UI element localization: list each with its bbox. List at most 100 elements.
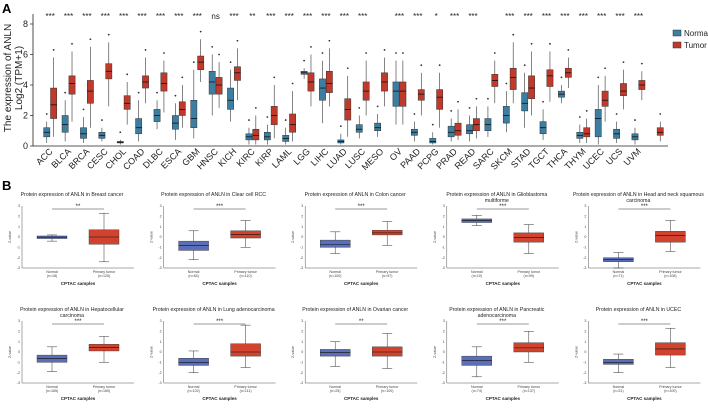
significance-label: *** xyxy=(523,12,532,21)
tumor-box xyxy=(513,342,544,353)
subplot-title: Protein expression of ANLN in Lung adeno… xyxy=(153,307,275,313)
significance-label: *** xyxy=(395,12,404,21)
normal-group-label: Normal xyxy=(471,385,483,389)
significance-label: *** xyxy=(229,12,238,21)
subplot-y-tick: -2 xyxy=(583,371,586,375)
y-tick-label: 2 xyxy=(23,111,28,121)
tumor-box xyxy=(655,231,686,243)
x-tick-label: COAD xyxy=(121,146,147,172)
subplot-y-tick: 1 xyxy=(443,340,445,344)
x-tick-label: KIRC xyxy=(235,146,258,169)
subplot-y-tick: 0 xyxy=(18,235,20,239)
subplot-y-tick: 0 xyxy=(301,235,303,239)
subplot: Protein expression of ANLN in Ovarian ca… xyxy=(291,307,418,401)
tumor-group-label: Primary tumor xyxy=(518,270,541,274)
tumor-box xyxy=(87,80,94,104)
significance-label: *** xyxy=(597,12,606,21)
significance-label: *** xyxy=(216,204,224,210)
normal-box xyxy=(374,122,382,131)
normal-group-label: Normal xyxy=(188,385,200,389)
normal-outlier xyxy=(82,108,85,111)
subplot-y-tick: -3 xyxy=(442,381,445,385)
significance-label: *** xyxy=(303,12,312,21)
subplot-y-tick: -3 xyxy=(300,381,303,385)
normal-group-label: Normal xyxy=(329,385,341,389)
subplot-title: Protein expression of ANLN in Ovarian ca… xyxy=(302,307,408,313)
tumor-outlier xyxy=(622,61,625,64)
tumor-group-label: Primary tumor xyxy=(518,385,541,389)
tumor-group-n: (n=137) xyxy=(523,389,536,393)
subplot-xlabel: CPTAC samples xyxy=(202,396,237,401)
subplot-title-line2: carcinoma xyxy=(60,313,84,319)
normal-box xyxy=(319,78,326,101)
tumor-group-label: Primary tumor xyxy=(659,270,682,274)
normal-outlier xyxy=(395,52,397,54)
y-tick-label: 0 xyxy=(23,141,28,151)
subplot-y-tick: 3 xyxy=(443,204,445,208)
tumor-group-label: Primary tumor xyxy=(376,270,399,274)
tumor-group-label: Primary tumor xyxy=(234,270,257,274)
y-tick-label: 4 xyxy=(23,80,28,90)
significance-label: ** xyxy=(249,12,255,21)
subplot-y-tick: -2 xyxy=(442,256,445,260)
normal-box xyxy=(61,115,69,133)
subplot-title: Protein expression of ANLN in Breast can… xyxy=(21,192,124,198)
normal-outlier xyxy=(450,110,453,112)
subplot-y-tick: 2 xyxy=(584,215,586,219)
tumor-outlier xyxy=(475,97,478,100)
normal-outlier xyxy=(211,45,214,48)
legend-swatch-normal xyxy=(672,29,682,37)
tumor-group-n: (n=125) xyxy=(98,274,111,278)
panel-b-letter: B xyxy=(2,178,11,193)
subplot-y-tick: -2 xyxy=(158,256,161,260)
subplot-xlabel: CPTAC samples xyxy=(61,281,96,286)
subplot-y-tick: -1 xyxy=(583,361,586,365)
tumor-outlier xyxy=(512,33,515,36)
tumor-box xyxy=(197,55,205,71)
subplot-y-tick: 0 xyxy=(443,350,445,354)
panel-a-letter: A xyxy=(2,1,12,16)
significance-label: *** xyxy=(284,12,293,21)
subplot-y-tick: 2 xyxy=(18,330,20,334)
normal-outlier xyxy=(487,97,489,100)
significance-label: *** xyxy=(560,12,569,21)
significance-label: *** xyxy=(119,12,128,21)
significance-label: *** xyxy=(340,12,349,21)
subplot-y-tick: 2 xyxy=(443,215,445,219)
tumor-box xyxy=(178,101,186,116)
subplot-xlabel: CPTAC samples xyxy=(627,281,662,286)
subplot-y-tick: 3 xyxy=(160,319,162,323)
normal-outlier xyxy=(192,61,195,64)
tumor-box xyxy=(528,75,535,99)
tumor-group-n: (n=99) xyxy=(524,274,535,278)
tumor-box xyxy=(123,95,131,110)
subplot-y-tick: 1 xyxy=(18,340,20,344)
subplot-y-tick: 1 xyxy=(443,225,445,229)
significance-label: ** xyxy=(76,204,81,210)
tumor-box xyxy=(289,113,296,133)
significance-label: *** xyxy=(505,12,514,21)
tumor-box xyxy=(436,89,444,110)
tumor-box xyxy=(620,83,627,96)
normal-outlier xyxy=(174,94,177,97)
tumor-group-n: (n=110) xyxy=(239,274,251,278)
normal-box xyxy=(190,100,198,128)
tumor-group-n: (n=100) xyxy=(664,389,677,393)
tumor-box xyxy=(454,122,462,136)
tumor-outlier xyxy=(163,52,165,54)
subplot-y-tick: 2 xyxy=(301,330,303,334)
subplot-y-tick: 1 xyxy=(584,225,586,229)
normal-box xyxy=(594,109,602,138)
significance-label: *** xyxy=(46,12,55,21)
tumor-outlier xyxy=(273,76,276,79)
tumor-group-n: (n=108) xyxy=(664,274,677,278)
subplot-ylabel: Z-value xyxy=(433,231,437,243)
subplot-y-tick: 0 xyxy=(301,350,303,354)
normal-outlier xyxy=(229,61,232,64)
normal-outlier xyxy=(542,100,544,103)
significance-label: *** xyxy=(641,319,649,325)
subplot-y-tick: -1 xyxy=(17,246,20,250)
subplot-title: Protein expression of ANLN in UCEC xyxy=(596,307,682,313)
normal-outlier xyxy=(413,113,416,115)
